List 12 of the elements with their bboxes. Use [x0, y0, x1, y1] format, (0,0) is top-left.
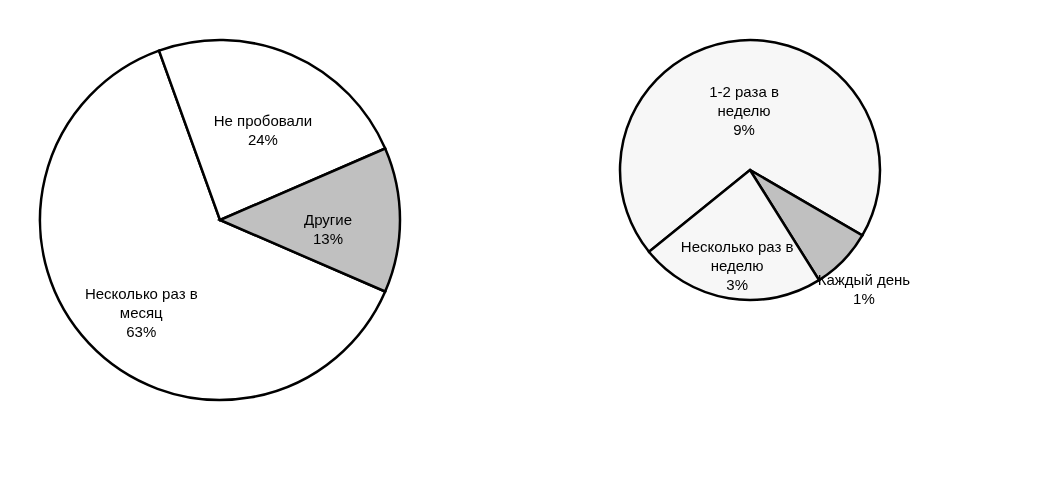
slice-label: Несколько раз в неделю [680, 237, 794, 274]
data-label: 24% [247, 130, 278, 148]
data-label: 1% [853, 290, 875, 308]
data-label: 9% [733, 121, 755, 139]
slice-label: Несколько раз в месяц [84, 284, 198, 321]
slice-label: Каждый день [817, 271, 911, 289]
data-label: 3% [726, 275, 749, 293]
data-label: 13% [312, 230, 344, 247]
slice-label: Не пробовали [213, 111, 313, 129]
data-label: 63% [126, 322, 157, 340]
slice-label: 1-2 раза в неделю [709, 83, 779, 120]
slice-label: Другие [303, 211, 353, 228]
